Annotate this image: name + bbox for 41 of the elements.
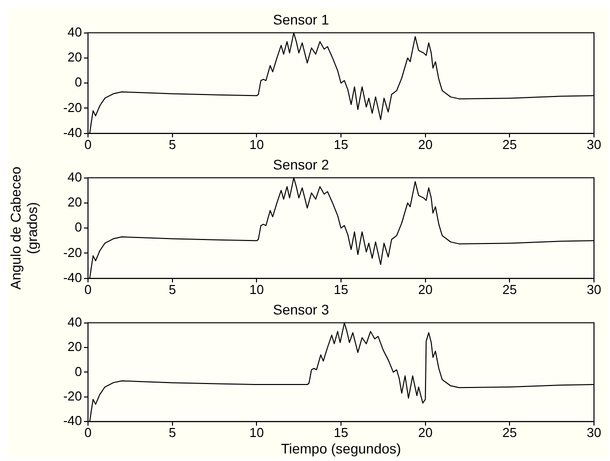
chart-title: Sensor 3 <box>272 301 330 318</box>
x-tick-label: 0 <box>84 136 92 152</box>
y-axis-title: Angulo de Cabeceo (grados) <box>7 166 40 290</box>
x-tick-label: 25 <box>502 136 517 152</box>
x-tick-label: 10 <box>249 282 264 297</box>
x-tick-label: 5 <box>168 136 176 152</box>
y-tick-label: -20 <box>63 244 82 260</box>
x-tick-label: 25 <box>502 282 517 297</box>
x-tick-label: 0 <box>84 282 92 297</box>
x-tick-label: 5 <box>168 282 176 297</box>
x-axis-title: Tiempo (segundos) <box>280 440 402 456</box>
y-tick-label: 0 <box>74 364 82 379</box>
x-tick-label: 30 <box>586 424 602 440</box>
y-tick-label: -40 <box>63 413 82 428</box>
x-tick-label: 30 <box>586 282 602 297</box>
x-tick-label: 30 <box>586 136 602 152</box>
x-tick-label: 15 <box>334 424 348 440</box>
x-tick-label: 10 <box>249 136 264 152</box>
x-tick-label: 15 <box>334 282 348 297</box>
y-tick-label: 20 <box>68 50 82 65</box>
x-tick-label: 20 <box>418 136 433 152</box>
x-tick-label: 20 <box>418 282 433 297</box>
y-tick-label: 20 <box>68 194 82 210</box>
chart-title: Sensor 2 <box>272 156 330 172</box>
x-tick-label: 5 <box>168 424 176 440</box>
x-tick-label: 15 <box>334 136 348 152</box>
y-tick-label: -20 <box>63 100 82 115</box>
y-tick-label: 0 <box>74 220 82 235</box>
x-tick-label: 10 <box>249 424 264 440</box>
chart-title: Sensor 1 <box>272 11 330 28</box>
x-tick-label: 20 <box>418 424 433 440</box>
y-tick-label: -20 <box>63 388 82 404</box>
y-tick-label: 40 <box>68 314 82 330</box>
y-tick-label: 40 <box>68 169 82 184</box>
x-tick-label: 0 <box>84 424 92 440</box>
y-tick-label: 0 <box>74 74 82 90</box>
y-tick-label: 20 <box>68 339 82 354</box>
x-tick-label: 25 <box>502 424 517 440</box>
y-tick-label: -40 <box>63 124 82 140</box>
y-tick-label: -40 <box>63 270 82 285</box>
y-tick-label: 40 <box>68 24 82 40</box>
